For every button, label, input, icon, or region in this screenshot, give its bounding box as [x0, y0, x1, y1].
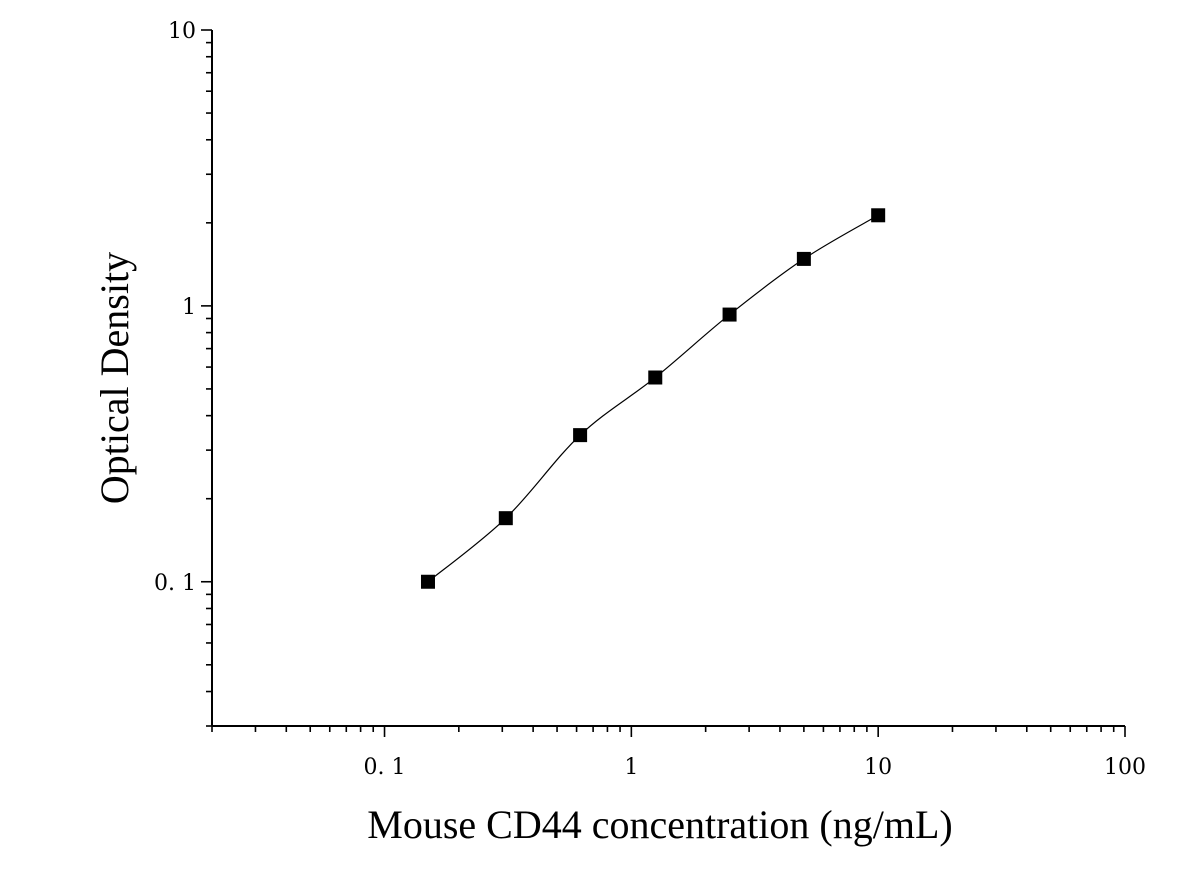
data-points	[420, 208, 886, 589]
x-tick-label: 1	[624, 755, 638, 780]
y-tick-label: 1	[182, 295, 196, 320]
data-point	[648, 370, 663, 385]
data-point	[871, 208, 886, 223]
x-axis-title: Mouse CD44 concentration (ng/mL)	[367, 802, 952, 847]
x-tick-label: 100	[1104, 755, 1146, 780]
x-tick-label: 0. 1	[364, 755, 406, 780]
y-tick-label: 10	[168, 19, 196, 44]
data-point	[722, 307, 737, 322]
data-point	[796, 251, 811, 266]
y-tick-label: 0. 1	[154, 571, 196, 596]
ticks: 0. 1 1 10 100 0. 1 1 10	[154, 19, 1146, 780]
x-tick-label: 10	[864, 755, 892, 780]
fit-curve-line	[427, 214, 879, 583]
axes	[211, 30, 1125, 727]
y-axis-title: Optical Density	[92, 252, 137, 504]
data-point	[573, 428, 588, 443]
data-point	[420, 574, 435, 589]
fit-curve-layer	[427, 214, 879, 583]
data-point	[498, 511, 513, 526]
